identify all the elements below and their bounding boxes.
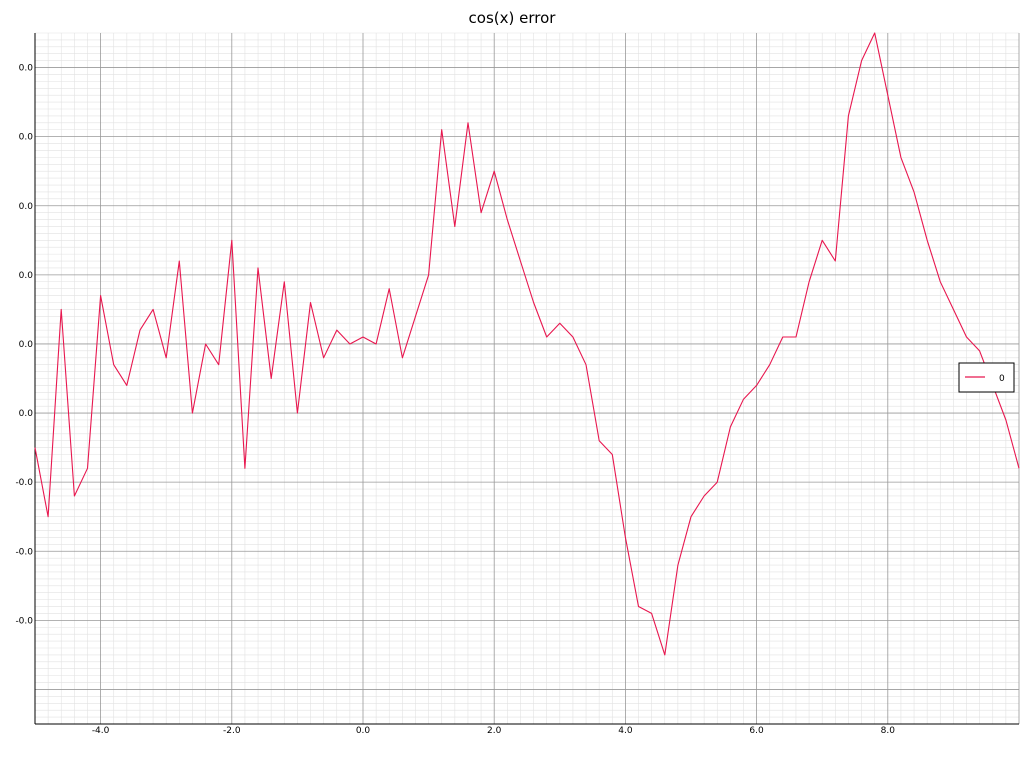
axes	[34, 33, 1019, 725]
y-tick-label: 0.0	[19, 340, 34, 350]
x-tick-label: -4.0	[92, 726, 110, 736]
x-tick-labels: -4.0 -2.0 0.0 2.0 4.0 6.0 8.0	[92, 726, 895, 736]
grid-major	[35, 33, 1020, 724]
x-tick-label: 4.0	[618, 726, 633, 736]
legend-label: 0	[999, 374, 1005, 384]
legend: 0	[958, 362, 1015, 393]
grid-minor	[34, 32, 1019, 725]
series-line	[34, 32, 1020, 656]
y-tick-labels: 0.0 0.0 0.0 0.0 0.0 0.0 -0.0 -0.0 -0.0	[15, 64, 33, 627]
x-tick-label: 2.0	[487, 726, 502, 736]
y-tick-label: -0.0	[15, 547, 33, 557]
y-tick-label: 0.0	[19, 202, 34, 212]
y-tick-label: -0.0	[15, 478, 33, 488]
x-tick-label: -2.0	[223, 726, 241, 736]
y-tick-label: 0.0	[19, 409, 34, 419]
x-tick-label: 8.0	[881, 726, 896, 736]
y-tick-label: 0.0	[19, 64, 34, 74]
chart-title: cos(x) error	[469, 9, 557, 27]
y-tick-label: -0.0	[15, 616, 33, 626]
x-tick-label: 6.0	[749, 726, 764, 736]
x-tick-label: 0.0	[356, 726, 371, 736]
y-tick-label: 0.0	[19, 271, 34, 281]
y-tick-label: 0.0	[19, 133, 34, 143]
series-layer	[34, 32, 1020, 656]
